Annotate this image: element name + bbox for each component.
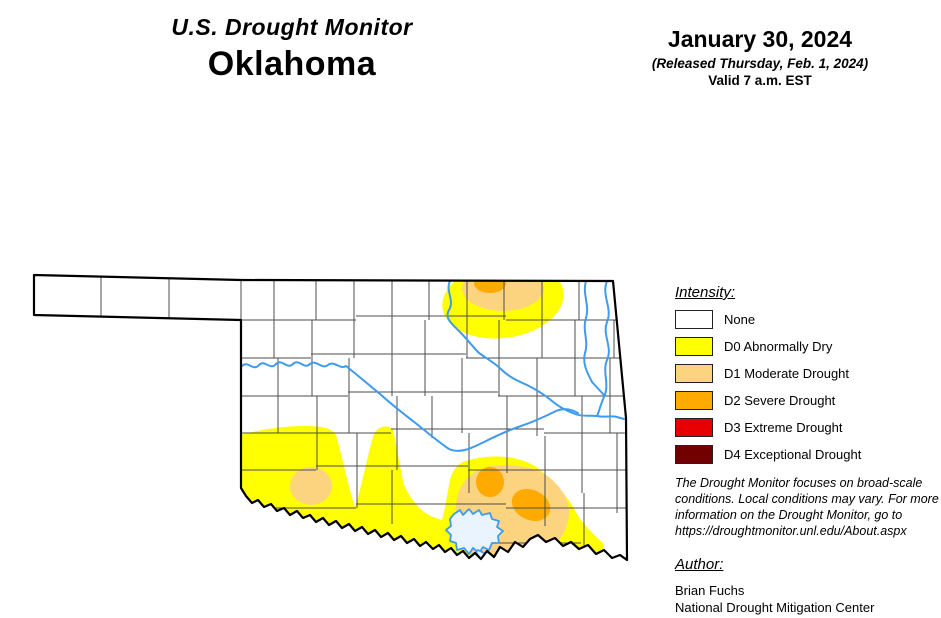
drought-d2-southcentral-core-east [511,488,551,522]
legend-swatch-d0 [675,337,713,356]
lake-texoma [445,508,504,560]
legend-label-none: None [724,312,756,327]
county-boundaries [100,275,626,558]
legend-label-d4: D4 Exceptional Drought [724,447,862,462]
legend-label-d3: D3 Extreme Drought [724,420,843,435]
legend-swatch-d4 [675,445,713,464]
legend-item-d2: D2 Severe Drought [675,391,931,410]
arkansas-river [446,280,625,420]
rivers [241,280,625,452]
disclaimer-line: conditions. Local conditions may vary. F… [675,492,939,506]
legend-item-d3: D3 Extreme Drought [675,418,931,437]
author-org: National Drought Mitigation Center [675,600,875,615]
legend-item-d1: D1 Moderate Drought [675,364,931,383]
canadian-river [241,361,579,452]
title-block: U.S. Drought Monitor Oklahoma [92,14,492,84]
legend-swatch-none [675,310,713,329]
grand-river [596,280,610,417]
legend: Intensity: None D0 Abnormally Dry D1 Mod… [675,284,931,472]
date-block: January 30, 2024 (Released Thursday, Feb… [610,26,910,88]
legend-item-d0: D0 Abnormally Dry [675,337,931,356]
valid-time: Valid 7 a.m. EST [708,73,812,88]
state-name-title: Oklahoma [207,45,377,83]
drought-d2-southcentral-core-west [476,467,504,497]
oklahoma-drought-map [26,258,671,573]
state-outline [32,273,629,562]
legend-label-d2: D2 Severe Drought [724,393,836,408]
verdigris-river [583,280,605,396]
disclaimer-text: The Drought Monitor focuses on broad-sca… [675,475,941,539]
author-block: Author: Brian Fuchs National Drought Mit… [675,556,941,616]
legend-swatch-d1 [675,364,713,383]
author-name: Brian Fuchs [675,583,745,598]
author-heading: Author: [675,556,724,573]
map-date: January 30, 2024 [667,26,853,52]
drought-d2-northeast-core [474,275,506,293]
legend-heading: Intensity: [675,284,736,301]
legend-item-none: None [675,310,931,329]
legend-label-d1: D1 Moderate Drought [724,366,850,381]
map-svg [32,273,629,562]
report-title: U.S. Drought Monitor [171,14,413,40]
legend-item-d4: D4 Exceptional Drought [675,445,931,464]
legend-swatch-d2 [675,391,713,410]
disclaimer-line: The Drought Monitor focuses on broad-sca… [675,476,923,490]
drought-d1-southwest-region [290,467,332,505]
disclaimer-line: information on the Drought Monitor, go t… [675,508,903,522]
disclaimer-url: https://droughtmonitor.unl.edu/About.asp… [675,524,907,538]
lake-body [445,508,504,555]
released-date: (Released Thursday, Feb. 1, 2024) [651,56,869,71]
legend-label-d0: D0 Abnormally Dry [724,339,833,354]
legend-swatch-d3 [675,418,713,437]
